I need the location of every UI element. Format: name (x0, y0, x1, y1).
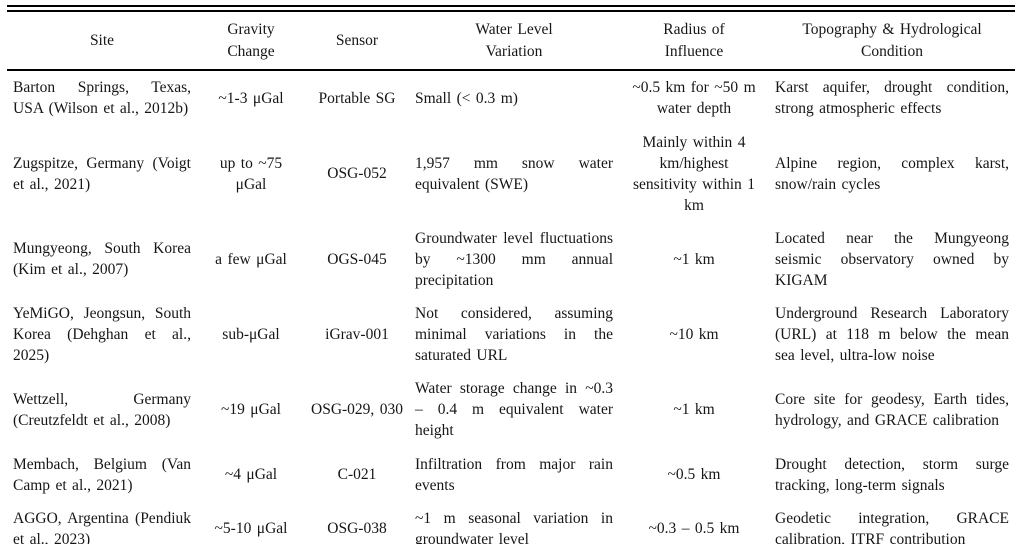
table-row: Membach, Belgium (Van Camp et al., 2021)… (7, 448, 1015, 502)
table-row: Zugspitze, Germany (Voigt et al., 2021) … (7, 126, 1015, 222)
table-row: AGGO, Argentina (Pendiuk et al., 2023) ~… (7, 502, 1015, 544)
cell-water-level-variation: Not considered, assuming minimal variati… (415, 305, 613, 365)
cell-gravity-change: a few μGal (215, 250, 287, 268)
cell-gravity-change: ~19 μGal (220, 401, 281, 419)
cell-radius-of-influence: Mainly within 4 km/highest sensitivity w… (633, 133, 755, 214)
cell-radius-of-influence: ~1 km (673, 401, 715, 419)
table-row: YeMiGO, Jeongsun, South Korea (Dehghan e… (7, 297, 1015, 372)
table-row: Mungyeong, South Korea (Kim et al., 2007… (7, 222, 1015, 297)
cell-site: Mungyeong, South Korea (Kim et al., 2007… (13, 240, 191, 279)
cell-radius-of-influence: ~0.5 km for ~50 m water depth (632, 79, 756, 118)
cell-water-level-variation: ~1 m seasonal variation in groundwater l… (415, 509, 613, 544)
cell-topography-condition: Underground Research Laboratory (URL) at… (775, 305, 1009, 365)
col-header-topography-condition: Topography & Hydrological Condition (769, 8, 1015, 72)
table-body: Barton Springs, Texas, USA (Wilson et al… (7, 70, 1015, 544)
col-header-site: Site (7, 8, 197, 72)
cell-radius-of-influence: ~0.5 km (667, 466, 721, 484)
cell-radius-of-influence: ~1 km (673, 250, 715, 268)
cell-topography-condition: Drought detection, storm surge tracking,… (775, 455, 1009, 494)
cell-sensor: OSG-052 (327, 165, 387, 183)
cell-sensor: OSG-029, 030 (311, 401, 403, 419)
cell-radius-of-influence: ~10 km (669, 326, 719, 344)
cell-topography-condition: Karst aquifer, drought condition, strong… (775, 79, 1009, 118)
table-row: Wettzell, Germany (Creutzfeldt et al., 2… (7, 372, 1015, 447)
cell-sensor: C-021 (337, 466, 377, 484)
table-header: Site Gravity Change Sensor Water Level V… (7, 8, 1015, 72)
cell-gravity-change: sub-μGal (222, 326, 280, 344)
cell-gravity-change: up to ~75 μGal (219, 154, 283, 193)
cell-topography-condition: Geodetic integration, GRACE calibration,… (775, 509, 1009, 544)
cell-gravity-change: ~1-3 μGal (218, 89, 284, 107)
cell-water-level-variation: Groundwater level fluctuations by ~1300 … (415, 229, 613, 289)
cell-site: YeMiGO, Jeongsun, South Korea (Dehghan e… (13, 305, 191, 365)
cell-water-level-variation: Small (< 0.3 m) (415, 89, 518, 107)
cell-sensor: OSG-038 (327, 520, 387, 538)
cell-site: Zugspitze, Germany (Voigt et al., 2021) (13, 154, 191, 193)
cell-water-level-variation: 1,957 mm snow water equivalent (SWE) (415, 154, 613, 193)
cell-topography-condition: Located near the Mungyeong seismic obser… (775, 229, 1009, 289)
superconducting-gravimeter-sites-table: Site Gravity Change Sensor Water Level V… (7, 5, 1015, 544)
col-header-radius-of-influence: Radius of Influence (619, 8, 769, 72)
cell-sensor: OGS-045 (327, 250, 387, 268)
cell-radius-of-influence: ~0.3 – 0.5 km (648, 520, 740, 538)
cell-site: AGGO, Argentina (Pendiuk et al., 2023) (13, 509, 191, 544)
cell-topography-condition: Alpine region, complex karst, snow/rain … (775, 154, 1009, 193)
cell-gravity-change: ~5-10 μGal (214, 520, 288, 538)
col-header-gravity-change: Gravity Change (197, 8, 305, 72)
cell-water-level-variation: Water storage change in ~0.3 – 0.4 m equ… (415, 380, 613, 440)
cell-sensor: iGrav-001 (325, 326, 389, 344)
cell-site: Wettzell, Germany (Creutzfeldt et al., 2… (13, 390, 191, 429)
col-header-sensor: Sensor (305, 8, 409, 72)
cell-gravity-change: ~4 μGal (224, 466, 278, 484)
cell-water-level-variation: Infiltration from major rain events (415, 455, 613, 494)
table-row: Barton Springs, Texas, USA (Wilson et al… (7, 70, 1015, 125)
cell-site: Barton Springs, Texas, USA (Wilson et al… (13, 79, 191, 118)
header-row: Site Gravity Change Sensor Water Level V… (7, 8, 1015, 72)
cell-sensor: Portable SG (318, 89, 396, 107)
col-header-water-level-variation: Water Level Variation (409, 8, 619, 72)
cell-site: Membach, Belgium (Van Camp et al., 2021) (13, 455, 191, 494)
cell-topography-condition: Core site for geodesy, Earth tides, hydr… (775, 390, 1009, 429)
